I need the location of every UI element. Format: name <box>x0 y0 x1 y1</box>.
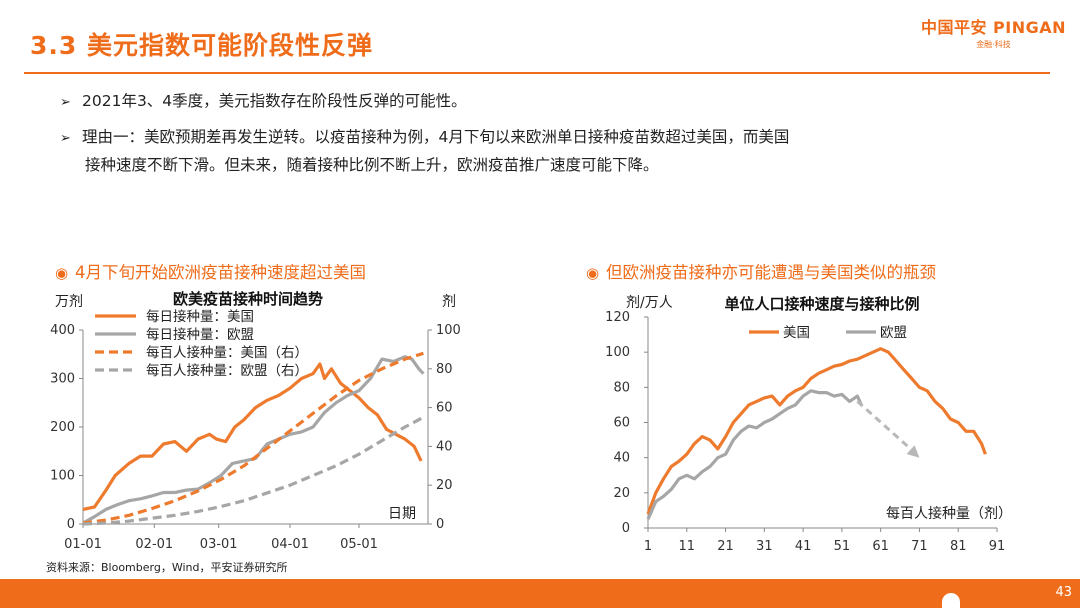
target-bullet-icon: ◉ <box>586 264 600 282</box>
y-tick-label: 100 <box>605 345 630 360</box>
x-tick-label: 03-01 <box>200 537 238 552</box>
left-chart-subtitle: ◉ 4月下旬开始欧洲疫苗接种速度超过美国 <box>55 263 366 282</box>
logo-text: 中国平安 PINGAN <box>920 18 1066 37</box>
legend-label-1: 欧盟 <box>880 325 907 341</box>
series-line-3 <box>82 415 425 526</box>
bullet-2: ➢ 理由一：美欧预期差再发生逆转。以疫苗接种为例，4月下旬以来欧洲单日接种疫苗数超… <box>60 124 1030 179</box>
y2-tick-label: 20 <box>436 478 453 493</box>
x-tick-label: 61 <box>872 539 889 554</box>
x-tick-label: 01-01 <box>64 537 102 552</box>
x-axis-title: 日期 <box>388 506 416 522</box>
y-tick-label: 60 <box>613 416 630 431</box>
y-tick-label: 100 <box>50 469 75 484</box>
bullet-1-text: 2021年3、4季度，美元指数存在阶段性反弹的可能性。 <box>82 92 467 110</box>
legend-label-3: 每百人接种量：欧盟（右） <box>146 362 308 379</box>
y-tick-label: 40 <box>613 451 630 466</box>
y2-axis-title: 剂 <box>442 294 456 310</box>
x-tick-label: 81 <box>950 539 967 554</box>
y-tick-label: 0 <box>67 517 75 532</box>
arrow-bullet-icon: ➢ <box>60 95 71 110</box>
vaccination-trend-chart: 0 100 200 300 400 0 20 40 60 80 100 01-01 02-01 03-01… <box>50 290 461 552</box>
x-tick-label: 41 <box>795 539 812 554</box>
trend-arrow-head <box>906 445 920 458</box>
x-tick-label: 04-01 <box>271 537 309 552</box>
y-tick-label: 200 <box>50 420 75 435</box>
y2-tick-label: 100 <box>436 323 461 338</box>
page-number: 43 <box>1055 585 1072 600</box>
page-title: 3.3 美元指数可能阶段性反弹 <box>30 31 373 60</box>
arrow-bullet-icon: ➢ <box>60 131 71 146</box>
legend-label-1: 每日接种量：欧盟 <box>146 326 254 343</box>
legend-label-0: 每日接种量：美国 <box>146 308 254 325</box>
x-tick-label: 11 <box>679 539 696 554</box>
y-tick-label: 120 <box>605 310 630 325</box>
right-chart-subtitle: ◉ 但欧洲疫苗接种亦可能遭遇与美国类似的瓶颈 <box>586 263 936 282</box>
y-axis-title: 剂/万人 <box>626 295 673 311</box>
series-line-2 <box>82 351 424 525</box>
x-tick-label: 31 <box>756 539 773 554</box>
x-tick-label: 1 <box>644 539 652 554</box>
bullet-2-line2: 接种速度不断下滑。但未来，随着接种比例不断上升，欧洲疫苗推广速度可能下降。 <box>85 156 659 174</box>
header-divider <box>24 72 1050 74</box>
x-tick-label: 02-01 <box>135 537 173 552</box>
y-tick-label: 400 <box>50 323 75 338</box>
chart-title: 单位人口接种速度与接种比例 <box>724 295 919 313</box>
series-line-0 <box>82 362 423 511</box>
source-note: 资料来源：Bloomberg，Wind，平安证券研究所 <box>46 561 288 574</box>
legend-label-2: 每百人接种量：美国（右） <box>146 344 308 361</box>
logo-subtext: 金融·科技 <box>976 40 1011 49</box>
chart-title: 欧美疫苗接种时间趋势 <box>173 290 323 308</box>
brand-logo: 中国平安 PINGAN 金融·科技 <box>921 14 1066 50</box>
y-tick-label: 20 <box>613 486 630 501</box>
y-tick-label: 80 <box>613 380 630 395</box>
footer-logo-mark <box>942 593 960 609</box>
x-axis-title: 每百人接种量（剂） <box>886 505 1012 522</box>
bullet-1: ➢ 2021年3、4季度，美元指数存在阶段性反弹的可能性。 <box>60 88 1030 116</box>
y2-tick-label: 60 <box>436 401 453 416</box>
x-tick-label: 51 <box>834 539 851 554</box>
series-line-1 <box>82 355 425 525</box>
x-tick-label: 71 <box>911 539 928 554</box>
series-line-0 <box>646 347 987 515</box>
x-tick-label: 91 <box>989 539 1006 554</box>
footer-bar: 43 <box>0 579 1080 609</box>
y2-tick-label: 80 <box>436 362 453 377</box>
series-line-1 <box>646 389 863 520</box>
y-tick-label: 0 <box>622 521 630 536</box>
y-axis-title: 万剂 <box>55 294 83 310</box>
y2-tick-label: 0 <box>436 517 444 532</box>
y-tick-label: 300 <box>50 372 75 387</box>
target-bullet-icon: ◉ <box>55 264 69 282</box>
x-tick-label: 05-01 <box>340 537 378 552</box>
legend-label-0: 美国 <box>783 325 810 341</box>
trend-arrow-line <box>856 400 913 451</box>
y2-tick-label: 40 <box>436 439 453 454</box>
x-tick-label: 21 <box>717 539 734 554</box>
bullet-2-line1: 理由一：美欧预期差再发生逆转。以疫苗接种为例，4月下旬以来欧洲单日接种疫苗数超过… <box>82 128 790 146</box>
